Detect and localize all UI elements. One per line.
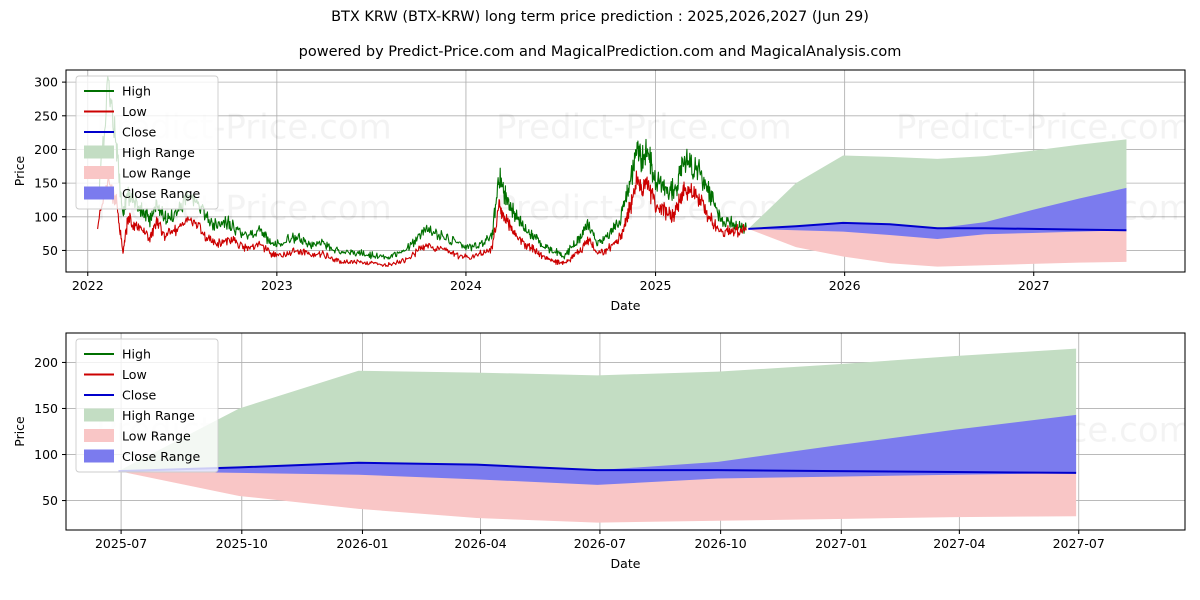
x-axis-title: Date	[611, 298, 641, 313]
page-subtitle: powered by Predict-Price.com and Magical…	[298, 44, 902, 60]
y-tick-label: 100	[34, 209, 58, 224]
legend-swatch-patch	[84, 408, 114, 422]
band-high-range	[748, 139, 1127, 231]
legend-swatch-patch	[84, 429, 114, 442]
y-axis-title: Price	[12, 416, 27, 447]
legend-label: Close Range	[122, 449, 200, 464]
legend-label: Low Range	[122, 166, 191, 181]
legend-label: High	[122, 347, 151, 362]
y-axis-title: Price	[12, 155, 27, 186]
chart-legend[interactable]: High Low Close High Range Low Range Close Ran…	[75, 75, 219, 210]
x-tick-label: 2026-04	[454, 536, 506, 551]
legend-label: High	[122, 84, 151, 99]
x-tick-label: 2027-07	[1053, 536, 1105, 551]
y-tick-label: 150	[34, 176, 58, 191]
legend-label: Low	[122, 367, 147, 382]
band-high-range	[118, 348, 1077, 473]
x-tick-label: 2026-07	[574, 536, 626, 551]
band-low-range	[118, 462, 1077, 523]
x-tick-label: 2025-07	[95, 536, 147, 551]
watermark-text: Predict-Price.com	[496, 108, 792, 148]
series-close	[118, 461, 1077, 474]
y-tick-label: 200	[34, 142, 58, 157]
watermark-text: Predict-Price.com	[896, 108, 1192, 148]
y-tick-label: 100	[34, 447, 58, 462]
series-high	[97, 75, 747, 260]
band-low-range	[748, 222, 1127, 267]
x-tick-label: 2026-10	[694, 536, 746, 551]
x-tick-label: 2026	[829, 278, 861, 293]
x-tick-label: 2025	[640, 278, 672, 293]
x-tick-label: 2025-10	[216, 536, 268, 551]
legend-label: Close Range	[122, 186, 200, 201]
y-tick-label: 50	[42, 243, 58, 258]
x-tick-label: 2024	[450, 278, 482, 293]
watermark-text: Predict-Price.com	[496, 188, 792, 228]
page-title: BTX KRW (BTX-KRW) long term price predic…	[331, 9, 869, 25]
legend-label: Close	[122, 125, 157, 140]
x-tick-label: 2027-04	[933, 536, 985, 551]
y-tick-label: 150	[34, 401, 58, 416]
legend-swatch-patch	[84, 145, 114, 159]
x-tick-label: 2027-01	[815, 536, 867, 551]
band-close-range	[748, 187, 1127, 240]
y-tick-label: 200	[34, 355, 58, 370]
x-tick-label: 2027	[1018, 278, 1050, 293]
x-tick-label: 2026-01	[336, 536, 388, 551]
series-close	[748, 221, 1127, 232]
legend-label: High Range	[122, 145, 195, 160]
legend-swatch-patch	[84, 449, 114, 463]
legend-swatch-patch	[84, 166, 114, 179]
legend-label: Low	[122, 104, 147, 119]
x-tick-label: 2023	[261, 278, 293, 293]
bottom-chart: Predict-Price.comPredict-Price.comPredic…	[12, 332, 1186, 571]
legend-label: Low Range	[122, 429, 191, 444]
legend-swatch-patch	[84, 186, 114, 200]
x-tick-label: 2022	[72, 278, 104, 293]
y-tick-label: 300	[34, 75, 58, 90]
band-close-range	[118, 414, 1077, 485]
top-chart: Predict-Price.com Predict-Price.com Predic…	[12, 69, 1192, 313]
y-tick-label: 50	[42, 493, 58, 508]
x-axis-title: Date	[611, 556, 641, 571]
legend-label: High Range	[122, 408, 195, 423]
legend-label: Close	[122, 388, 157, 403]
chart-legend[interactable]: High Low Close High Range Low Range Close Ran…	[75, 338, 219, 473]
y-tick-label: 250	[34, 108, 58, 123]
series-low	[97, 170, 747, 267]
